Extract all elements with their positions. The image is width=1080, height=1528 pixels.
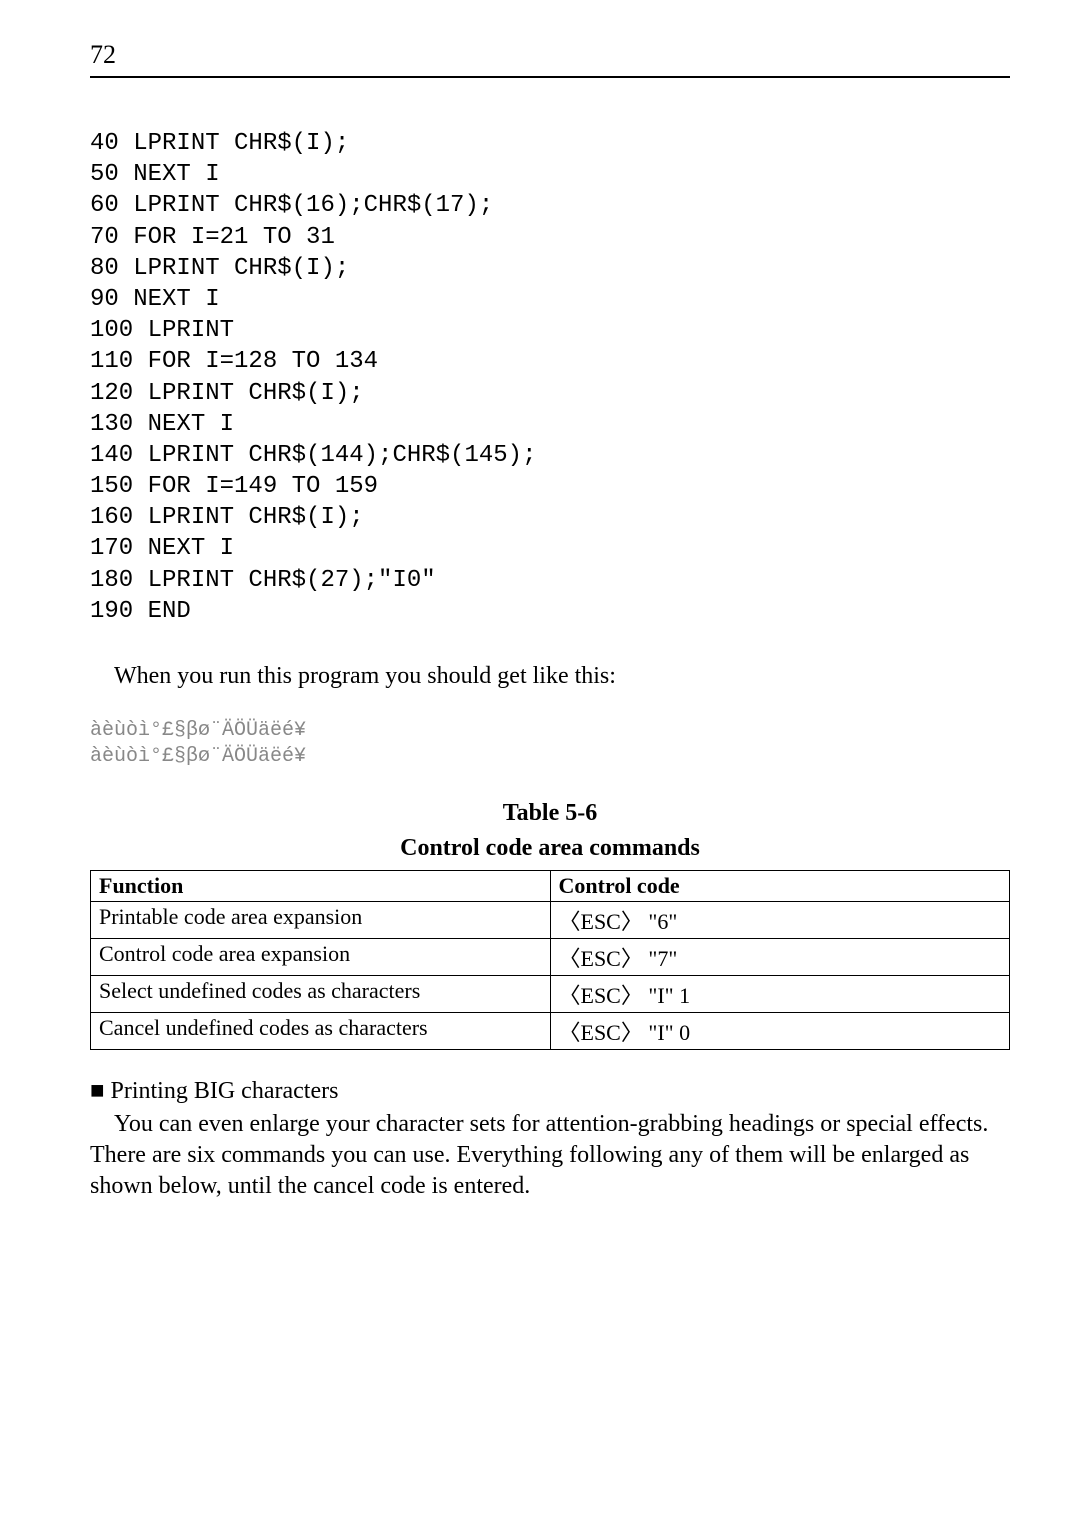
table-cell-code: 〈ESC〉 "6" — [550, 902, 1010, 939]
table-row: Cancel undefined codes as characters 〈ES… — [91, 1013, 1010, 1050]
control-code-table: Function Control code Printable code are… — [90, 870, 1010, 1050]
intro-text: When you run this program you should get… — [114, 663, 1010, 690]
table-caption-title: Control code area commands — [90, 835, 1010, 862]
table-cell-function: Select undefined codes as characters — [91, 976, 551, 1013]
page-number: 72 — [90, 40, 1010, 70]
table-cell-code: 〈ESC〉 "7" — [550, 939, 1010, 976]
program-output: àèùòì°£§βø¨ÄÖÜäëé¥ àèùòì°£§βø¨ÄÖÜäëé¥ — [90, 718, 1010, 770]
section-heading: Printing BIG characters — [90, 1078, 1010, 1105]
table-row: Printable code area expansion 〈ESC〉 "6" — [91, 902, 1010, 939]
table-row: Control code area expansion 〈ESC〉 "7" — [91, 939, 1010, 976]
header-divider — [90, 76, 1010, 78]
table-caption-number: Table 5-6 — [90, 800, 1010, 827]
table-cell-code: 〈ESC〉 "I" 0 — [550, 1013, 1010, 1050]
table-cell-code: 〈ESC〉 "I" 1 — [550, 976, 1010, 1013]
table-header-row: Function Control code — [91, 871, 1010, 902]
table-cell-function: Printable code area expansion — [91, 902, 551, 939]
table-header-code: Control code — [550, 871, 1010, 902]
table-cell-function: Control code area expansion — [91, 939, 551, 976]
table-cell-function: Cancel undefined codes as characters — [91, 1013, 551, 1050]
body-paragraph: You can even enlarge your character sets… — [90, 1109, 1010, 1203]
code-listing: 40 LPRINT CHR$(I); 50 NEXT I 60 LPRINT C… — [90, 128, 1010, 627]
table-row: Select undefined codes as characters 〈ES… — [91, 976, 1010, 1013]
table-header-function: Function — [91, 871, 551, 902]
